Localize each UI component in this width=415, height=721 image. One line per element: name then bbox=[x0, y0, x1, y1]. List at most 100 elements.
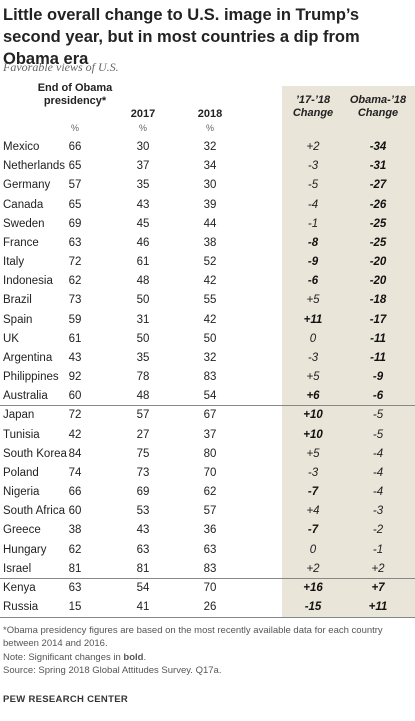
table-cell: 31 bbox=[136, 313, 150, 326]
table-cell: 30 bbox=[136, 141, 150, 153]
table-cell: 48 bbox=[136, 390, 150, 403]
table-cell: 32 bbox=[203, 351, 217, 364]
table-cell: 34 bbox=[203, 160, 217, 173]
country-name: Mexico bbox=[3, 141, 40, 153]
country-name: Spain bbox=[3, 313, 33, 326]
table-cell: 37 bbox=[203, 428, 217, 441]
table-cell: 65 bbox=[68, 160, 82, 173]
table-cell: 38 bbox=[203, 236, 217, 249]
country-name: Argentina bbox=[3, 351, 53, 364]
table-cell: -5 bbox=[372, 428, 384, 441]
country-name: Italy bbox=[3, 256, 25, 269]
table-cell: 57 bbox=[136, 409, 150, 422]
table-cell: 84 bbox=[68, 447, 82, 460]
table-cell: +16 bbox=[303, 581, 323, 594]
table-cell: -6 bbox=[372, 390, 384, 403]
table-cell: 83 bbox=[203, 562, 217, 575]
country-name: Greece bbox=[3, 524, 41, 537]
table-cell: 46 bbox=[136, 236, 150, 249]
table-cell: 66 bbox=[68, 141, 82, 153]
table-cell: -17 bbox=[369, 313, 387, 326]
country-name: Brazil bbox=[3, 294, 32, 307]
column-header: End of Obama presidency* bbox=[37, 82, 113, 107]
table-cell: 63 bbox=[68, 236, 82, 249]
table-cell: -26 bbox=[369, 198, 387, 211]
table-cell: 43 bbox=[136, 198, 150, 211]
column-unit: % bbox=[138, 123, 147, 133]
table-cell: 63 bbox=[136, 543, 150, 556]
table-cell: 69 bbox=[68, 217, 82, 230]
table-cell: 61 bbox=[136, 256, 150, 269]
column-unit: % bbox=[205, 123, 214, 133]
table-cell: -5 bbox=[307, 179, 319, 192]
table-cell: 35 bbox=[136, 351, 150, 364]
table-cell: +5 bbox=[306, 371, 320, 384]
table-cell: 62 bbox=[203, 486, 217, 499]
table-cell: 70 bbox=[203, 466, 217, 479]
group-separator bbox=[0, 577, 415, 579]
table-cell: 41 bbox=[136, 601, 150, 614]
table-cell: 44 bbox=[203, 217, 217, 230]
table-cell: +5 bbox=[306, 447, 320, 460]
table-cell: 55 bbox=[203, 294, 217, 307]
table-cell: -25 bbox=[369, 236, 387, 249]
table-cell: 42 bbox=[203, 313, 217, 326]
table-cell: -20 bbox=[369, 256, 387, 269]
subtitle: Favorable views of U.S. bbox=[3, 60, 119, 74]
country-name: Australia bbox=[3, 390, 48, 403]
table-cell: +2 bbox=[371, 562, 385, 575]
table-cell: 0 bbox=[309, 332, 317, 345]
country-name: South Korea bbox=[3, 447, 67, 460]
country-name: Netherlands bbox=[3, 160, 66, 173]
table-cell: -1 bbox=[307, 217, 319, 230]
country-name: Israel bbox=[3, 562, 32, 575]
table-cell: 48 bbox=[136, 275, 150, 288]
table-cell: 60 bbox=[68, 505, 82, 518]
table-cell: 67 bbox=[203, 409, 217, 422]
table-cell: 27 bbox=[136, 428, 150, 441]
table-cell: -11 bbox=[370, 351, 386, 364]
table-cell: 61 bbox=[68, 332, 82, 345]
table-cell: -8 bbox=[307, 236, 319, 249]
table-cell: 53 bbox=[136, 505, 150, 518]
table-cell: 43 bbox=[136, 524, 150, 537]
table-cell: 81 bbox=[68, 562, 82, 575]
country-name: Russia bbox=[3, 601, 39, 614]
table-cell: 32 bbox=[203, 141, 217, 153]
country-name: Sweden bbox=[3, 217, 45, 230]
table-cell: 52 bbox=[203, 256, 217, 269]
table-cell: 81 bbox=[136, 562, 150, 575]
table-cell: 72 bbox=[68, 256, 82, 269]
table-cell: -4 bbox=[307, 198, 319, 211]
table-cell: +4 bbox=[306, 505, 320, 518]
change-shading bbox=[282, 86, 415, 618]
column-header: Obama-’18 Change bbox=[349, 94, 407, 119]
table-cell: -15 bbox=[304, 601, 322, 614]
table-cell: 62 bbox=[68, 543, 82, 556]
table-cell: +6 bbox=[306, 390, 320, 403]
table-cell: +7 bbox=[371, 581, 385, 594]
table-cell: 70 bbox=[203, 581, 217, 594]
table-cell: 80 bbox=[203, 447, 217, 460]
table-cell: 65 bbox=[68, 198, 82, 211]
country-name: France bbox=[3, 236, 39, 249]
table-cell: 83 bbox=[203, 371, 217, 384]
column-unit: % bbox=[70, 123, 79, 133]
credit: PEW RESEARCH CENTER bbox=[3, 694, 128, 706]
note-part: Note: Significant changes in bbox=[3, 652, 124, 664]
table-cell: -18 bbox=[369, 294, 387, 307]
footer-separator bbox=[0, 617, 415, 619]
note-part: bold bbox=[123, 652, 144, 664]
country-name: UK bbox=[3, 332, 19, 345]
table-cell: 38 bbox=[68, 524, 82, 537]
table-cell: -2 bbox=[372, 524, 384, 537]
column-header: ’17-’18 Change bbox=[292, 94, 334, 119]
table-cell: 50 bbox=[136, 294, 150, 307]
table-cell: -9 bbox=[307, 256, 319, 269]
table-cell: 0 bbox=[309, 543, 317, 556]
table-cell: +2 bbox=[306, 562, 320, 575]
table-cell: 57 bbox=[68, 179, 82, 192]
table-cell: 72 bbox=[68, 409, 82, 422]
column-header: 2018 bbox=[197, 108, 223, 120]
